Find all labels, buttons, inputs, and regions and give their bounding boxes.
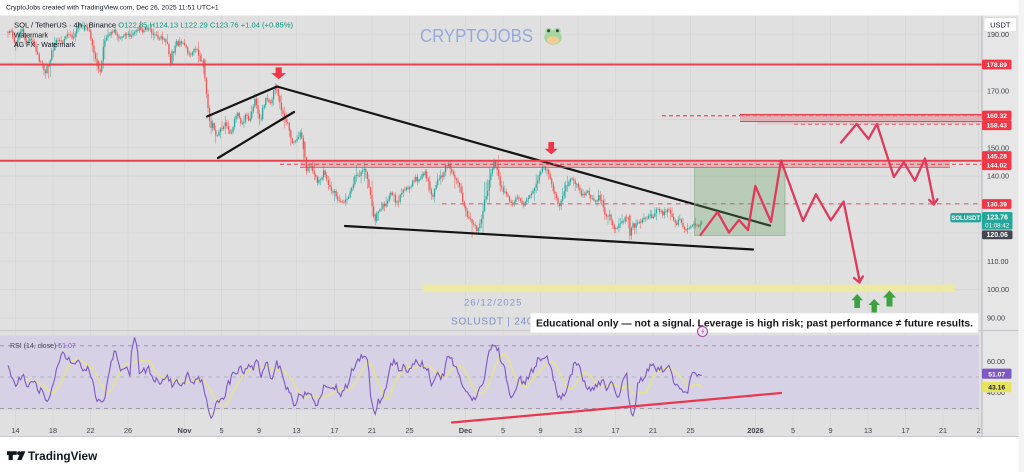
svg-text:190.00: 190.00	[987, 30, 1009, 39]
svg-text:25: 25	[405, 426, 413, 435]
svg-text:17: 17	[901, 426, 909, 435]
svg-text:13: 13	[864, 426, 872, 435]
svg-text:SOL / TetherUS · 4h · Binance: SOL / TetherUS · 4h · Binance O122.85 H1…	[14, 20, 294, 29]
svg-text:13: 13	[574, 426, 582, 435]
svg-text:18: 18	[49, 426, 57, 435]
svg-text:9: 9	[257, 426, 261, 435]
svg-text:Educational only — not a signa: Educational only — not a signal. Leverag…	[536, 318, 973, 330]
svg-text:43.16: 43.16	[988, 385, 1005, 392]
svg-text:14: 14	[11, 426, 19, 435]
svg-text:17: 17	[330, 426, 338, 435]
svg-text:CRYPTOJOBS: CRYPTOJOBS	[420, 26, 533, 46]
svg-text:140.00: 140.00	[987, 172, 1009, 181]
svg-text:Nov: Nov	[178, 426, 193, 435]
svg-text:USDT: USDT	[990, 20, 1011, 29]
svg-text:21: 21	[939, 426, 947, 435]
svg-text:2026: 2026	[747, 426, 763, 435]
svg-text:9: 9	[828, 426, 832, 435]
svg-text:158.43: 158.43	[986, 123, 1007, 130]
svg-text:25: 25	[686, 426, 694, 435]
svg-text:SOLUSDT: SOLUSDT	[951, 216, 980, 222]
svg-text:AG FX - Watermark: AG FX - Watermark	[14, 42, 76, 49]
svg-text:100.00: 100.00	[987, 285, 1009, 294]
svg-text:5: 5	[219, 426, 223, 435]
svg-text:Dec: Dec	[459, 426, 473, 435]
svg-text:2: 2	[976, 426, 980, 435]
svg-text:CryptoJobs created with Tradin: CryptoJobs created with TradingView.com,…	[6, 5, 219, 12]
svg-text:145.28: 145.28	[986, 154, 1007, 161]
svg-text:17: 17	[611, 426, 619, 435]
svg-text:Watermark: Watermark	[14, 32, 48, 39]
svg-text:160.32: 160.32	[986, 113, 1007, 120]
svg-text:51.07: 51.07	[988, 371, 1005, 378]
svg-text:120.06: 120.06	[986, 232, 1008, 239]
svg-text:90.00: 90.00	[987, 314, 1005, 323]
svg-text:123.76: 123.76	[986, 215, 1008, 222]
svg-text:150.00: 150.00	[987, 143, 1009, 152]
svg-text:21: 21	[649, 426, 657, 435]
svg-text:9: 9	[538, 426, 542, 435]
svg-text:60.00: 60.00	[987, 357, 1005, 366]
svg-text:170.00: 170.00	[987, 87, 1009, 96]
svg-text:40.00: 40.00	[987, 388, 1005, 397]
svg-text:178.89: 178.89	[986, 62, 1007, 69]
svg-text:TradingView: TradingView	[28, 449, 98, 463]
svg-text:21: 21	[368, 426, 376, 435]
svg-text:26: 26	[124, 426, 132, 435]
svg-text:5: 5	[791, 426, 795, 435]
svg-text:SOLUSDT | 240M: SOLUSDT | 240M	[451, 317, 542, 328]
svg-text:13: 13	[292, 426, 300, 435]
svg-text:110.00: 110.00	[987, 257, 1008, 266]
svg-text:144.02: 144.02	[986, 163, 1007, 170]
svg-text:26/12/2025: 26/12/2025	[464, 298, 523, 309]
svg-text:22: 22	[86, 426, 94, 435]
svg-text:01:08:42: 01:08:42	[985, 222, 1010, 229]
svg-text:5: 5	[501, 426, 505, 435]
svg-text:RSI (14, close) 51.07: RSI (14, close) 51.07	[10, 343, 76, 350]
svg-text:130.39: 130.39	[986, 202, 1007, 209]
